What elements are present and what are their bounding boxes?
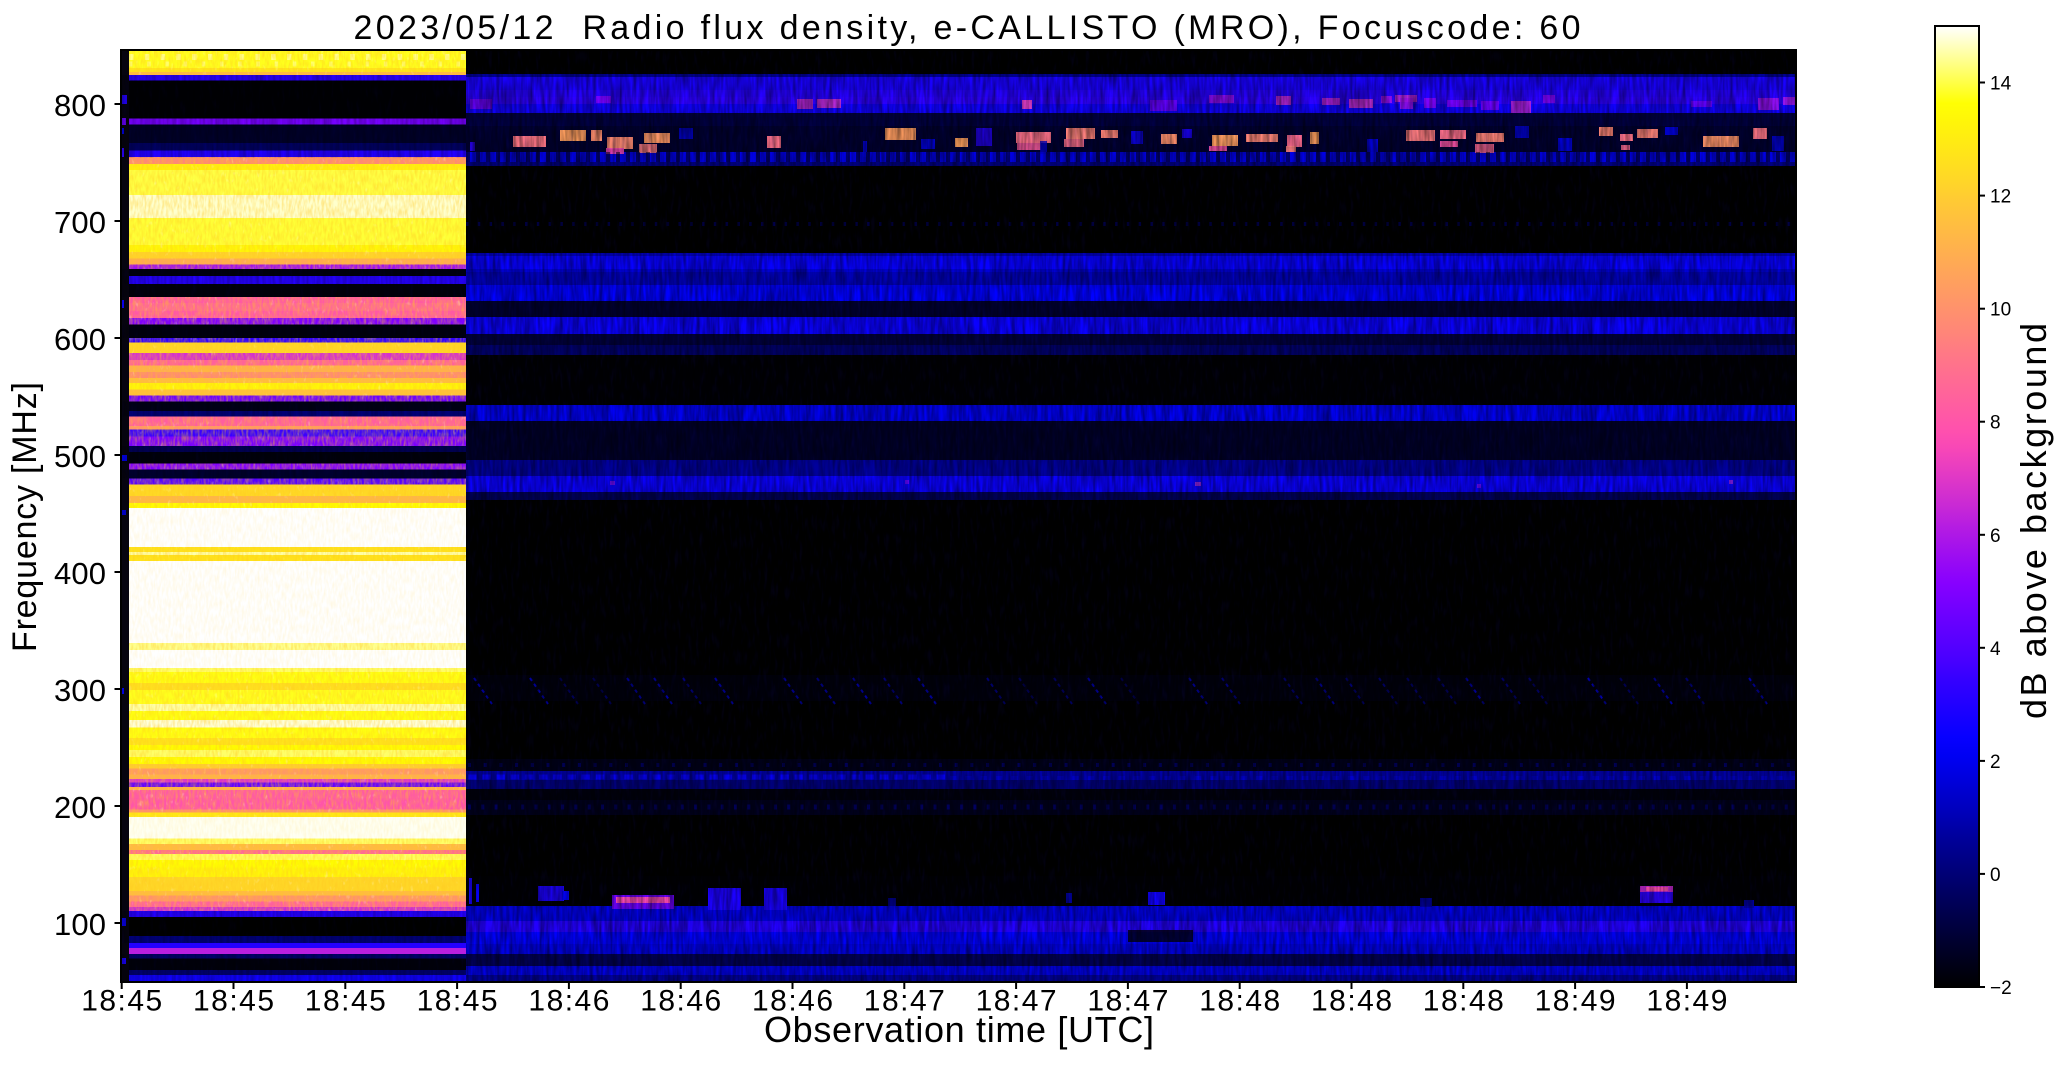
svg-text:700: 700 [54,205,106,240]
svg-text:Observation time [UTC]: Observation time [UTC] [764,1009,1154,1050]
svg-text:200: 200 [54,790,106,825]
svg-text:18:47: 18:47 [976,985,1057,1018]
svg-text:800: 800 [54,88,106,123]
svg-text:8: 8 [1990,413,2001,434]
svg-text:18:45: 18:45 [417,985,498,1018]
svg-text:dB above background: dB above background [2013,323,2054,719]
svg-text:18:46: 18:46 [640,985,721,1018]
svg-text:2023/05/12 Radio flux density: 2023/05/12 Radio flux density, e-CALLIST… [354,9,1581,47]
svg-text:100: 100 [54,907,106,942]
svg-text:18:47: 18:47 [864,985,945,1018]
svg-text:18:48: 18:48 [1311,985,1392,1018]
svg-text:6: 6 [1990,526,2001,547]
svg-text:4: 4 [1990,639,2001,660]
svg-text:300: 300 [54,673,106,708]
svg-text:Frequency [MHz]: Frequency [MHz] [6,382,44,652]
svg-text:0: 0 [1990,865,2001,886]
svg-text:18:49: 18:49 [1535,985,1616,1018]
svg-text:18:45: 18:45 [81,985,162,1018]
svg-text:10: 10 [1990,300,2011,321]
svg-text:2: 2 [1990,752,2001,773]
svg-text:18:45: 18:45 [305,985,386,1018]
svg-text:600: 600 [54,322,106,357]
svg-text:18:46: 18:46 [752,985,833,1018]
svg-text:500: 500 [54,439,106,474]
svg-text:12: 12 [1990,187,2011,208]
svg-text:18:48: 18:48 [1423,985,1504,1018]
svg-text:−2: −2 [1990,978,2012,999]
svg-text:18:48: 18:48 [1199,985,1280,1018]
svg-text:14: 14 [1990,74,2012,95]
svg-text:18:49: 18:49 [1646,985,1727,1018]
svg-text:400: 400 [54,556,106,591]
svg-text:18:46: 18:46 [528,985,609,1018]
svg-text:18:45: 18:45 [193,985,274,1018]
svg-text:18:47: 18:47 [1087,985,1168,1018]
